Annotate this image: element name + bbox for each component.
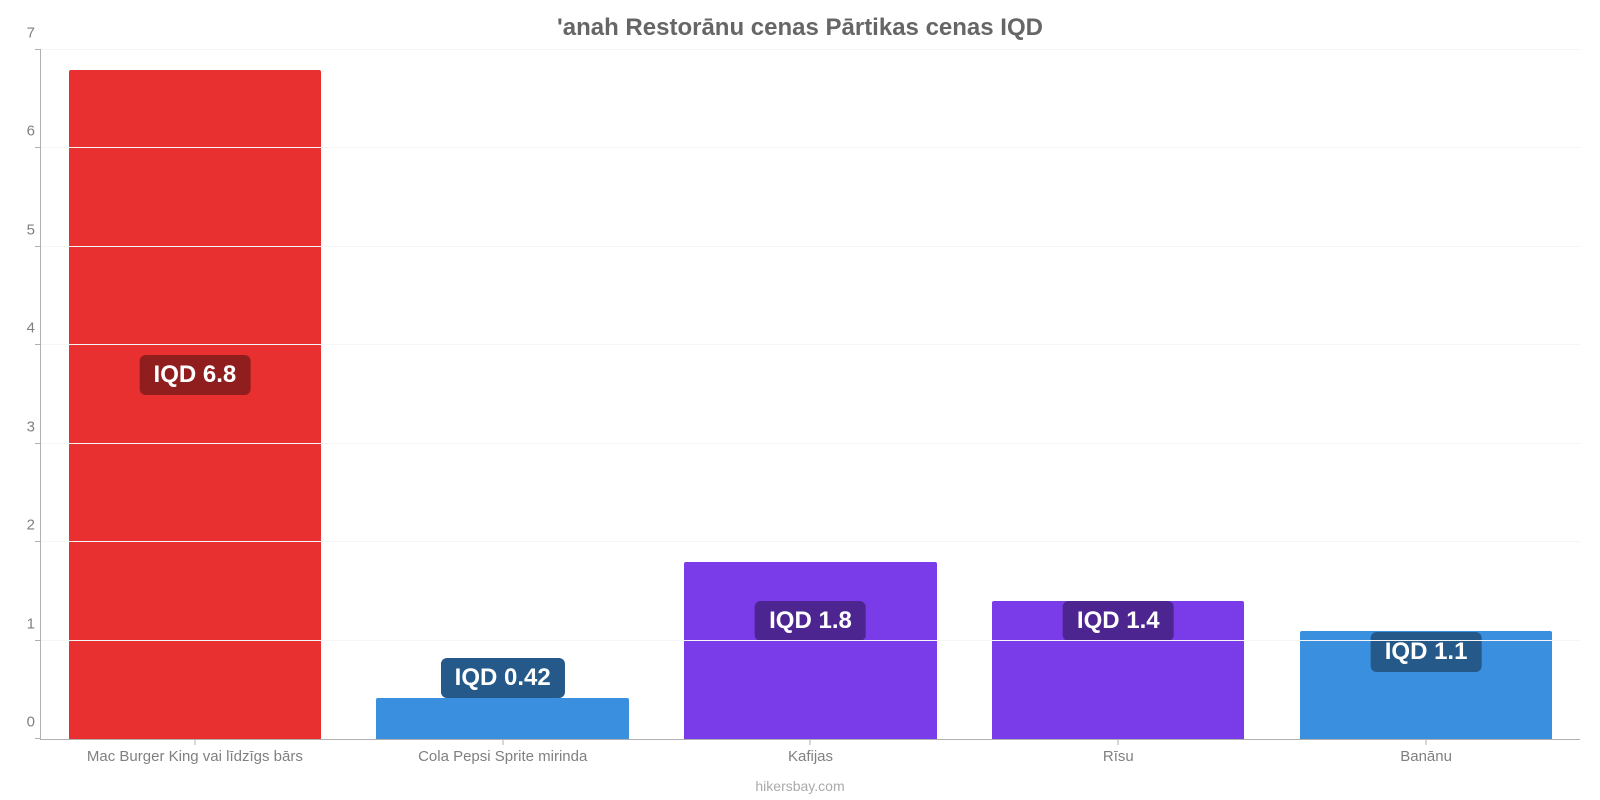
y-tick-mark: [35, 49, 41, 50]
value-badge: IQD 6.8: [140, 355, 251, 395]
bar-slot: IQD 1.4Rīsu: [964, 50, 1272, 739]
bar-slot: IQD 1.1Banānu: [1272, 50, 1580, 739]
y-tick-mark: [35, 640, 41, 641]
grid-line: [41, 147, 1580, 148]
x-tick-label: Banānu: [1400, 748, 1452, 765]
y-tick-label: 5: [11, 221, 35, 238]
y-tick-mark: [35, 541, 41, 542]
value-badge: IQD 1.8: [755, 601, 866, 641]
y-tick-mark: [35, 147, 41, 148]
y-tick-label: 1: [11, 615, 35, 632]
plot-area: IQD 6.8Mac Burger King vai līdzīgs bārsI…: [40, 50, 1580, 740]
bars-row: IQD 6.8Mac Burger King vai līdzīgs bārsI…: [41, 50, 1580, 739]
grid-line: [41, 541, 1580, 542]
grid-line: [41, 246, 1580, 247]
bar: [684, 562, 936, 739]
x-tick-mark: [1426, 739, 1427, 745]
x-tick-mark: [502, 739, 503, 745]
x-tick-mark: [1118, 739, 1119, 745]
x-tick-mark: [194, 739, 195, 745]
watermark-text: hikersbay.com: [0, 778, 1600, 794]
y-tick-mark: [35, 246, 41, 247]
y-tick-mark: [35, 738, 41, 739]
value-badge: IQD 0.42: [441, 658, 565, 698]
y-tick-mark: [35, 443, 41, 444]
y-tick-label: 6: [11, 123, 35, 140]
y-tick-label: 3: [11, 418, 35, 435]
x-tick-label: Rīsu: [1103, 748, 1134, 765]
x-tick-label: Cola Pepsi Sprite mirinda: [418, 748, 587, 765]
y-tick-label: 4: [11, 320, 35, 337]
bar: [376, 698, 628, 739]
y-tick-label: 2: [11, 517, 35, 534]
bar-slot: IQD 6.8Mac Burger King vai līdzīgs bārs: [41, 50, 349, 739]
y-tick-mark: [35, 344, 41, 345]
x-tick-label: Mac Burger King vai līdzīgs bārs: [87, 748, 303, 765]
grid-line: [41, 640, 1580, 641]
bar-slot: IQD 1.8Kafijas: [657, 50, 965, 739]
value-badge: IQD 1.4: [1063, 601, 1174, 641]
grid-line: [41, 443, 1580, 444]
x-tick-label: Kafijas: [788, 748, 833, 765]
grid-line: [41, 344, 1580, 345]
y-tick-label: 0: [11, 714, 35, 731]
y-tick-label: 7: [11, 25, 35, 42]
price-bar-chart: 'anah Restorānu cenas Pārtikas cenas IQD…: [0, 0, 1600, 800]
bar-slot: IQD 0.42Cola Pepsi Sprite mirinda: [349, 50, 657, 739]
grid-line: [41, 49, 1580, 50]
chart-title: 'anah Restorānu cenas Pārtikas cenas IQD: [0, 14, 1600, 42]
value-badge: IQD 1.1: [1371, 632, 1482, 672]
x-tick-mark: [810, 739, 811, 745]
